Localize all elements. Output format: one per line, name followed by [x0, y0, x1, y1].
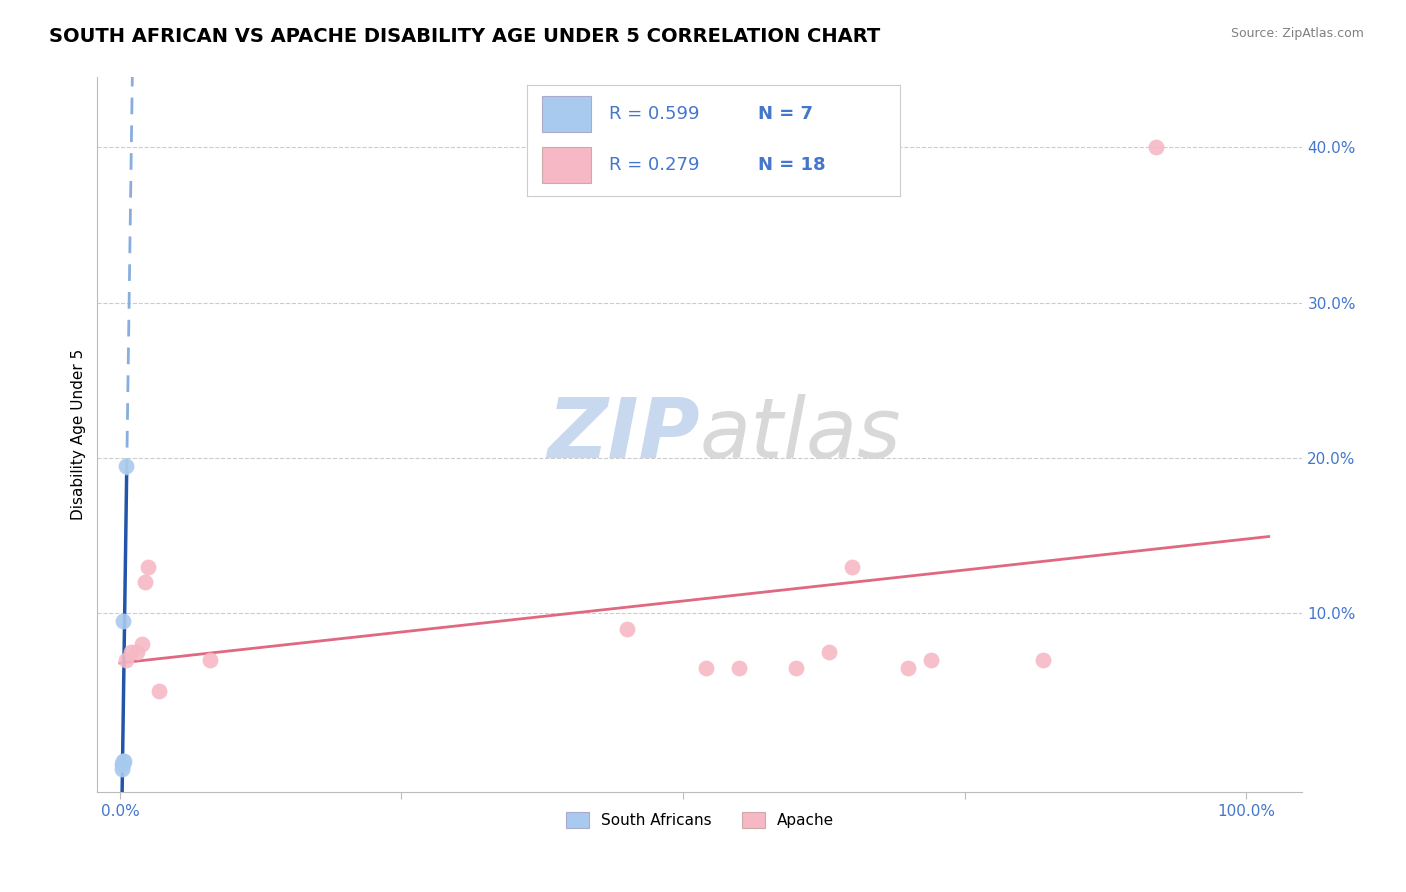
Point — [728, 661, 751, 675]
Y-axis label: Disability Age Under 5: Disability Age Under 5 — [72, 349, 86, 520]
Text: Source: ZipAtlas.com: Source: ZipAtlas.com — [1230, 27, 1364, 40]
Point — [1144, 140, 1167, 154]
Point — [112, 757, 135, 772]
Point — [920, 653, 942, 667]
Text: R = 0.599: R = 0.599 — [609, 104, 700, 123]
Point — [112, 614, 135, 628]
Point — [818, 645, 841, 659]
Point — [125, 645, 148, 659]
Point — [198, 653, 221, 667]
Text: R = 0.279: R = 0.279 — [609, 156, 700, 174]
Text: N = 7: N = 7 — [758, 104, 813, 123]
Point — [120, 645, 142, 659]
FancyBboxPatch shape — [543, 96, 591, 132]
Point — [114, 653, 136, 667]
Text: atlas: atlas — [700, 394, 901, 475]
Text: ZIP: ZIP — [547, 394, 700, 475]
Point — [897, 661, 920, 675]
Point — [148, 684, 170, 698]
Point — [841, 559, 863, 574]
Point — [134, 575, 156, 590]
Legend: South Africans, Apache: South Africans, Apache — [560, 806, 841, 834]
Point — [695, 661, 717, 675]
Point — [785, 661, 807, 675]
Point — [1032, 653, 1054, 667]
Point — [111, 762, 134, 776]
Point — [616, 622, 638, 636]
Point — [111, 757, 134, 772]
Text: SOUTH AFRICAN VS APACHE DISABILITY AGE UNDER 5 CORRELATION CHART: SOUTH AFRICAN VS APACHE DISABILITY AGE U… — [49, 27, 880, 45]
Point — [114, 458, 136, 473]
Text: N = 18: N = 18 — [758, 156, 825, 174]
Point — [131, 637, 153, 651]
FancyBboxPatch shape — [543, 147, 591, 183]
Point — [112, 754, 135, 768]
Point — [136, 559, 159, 574]
Point — [112, 754, 135, 768]
